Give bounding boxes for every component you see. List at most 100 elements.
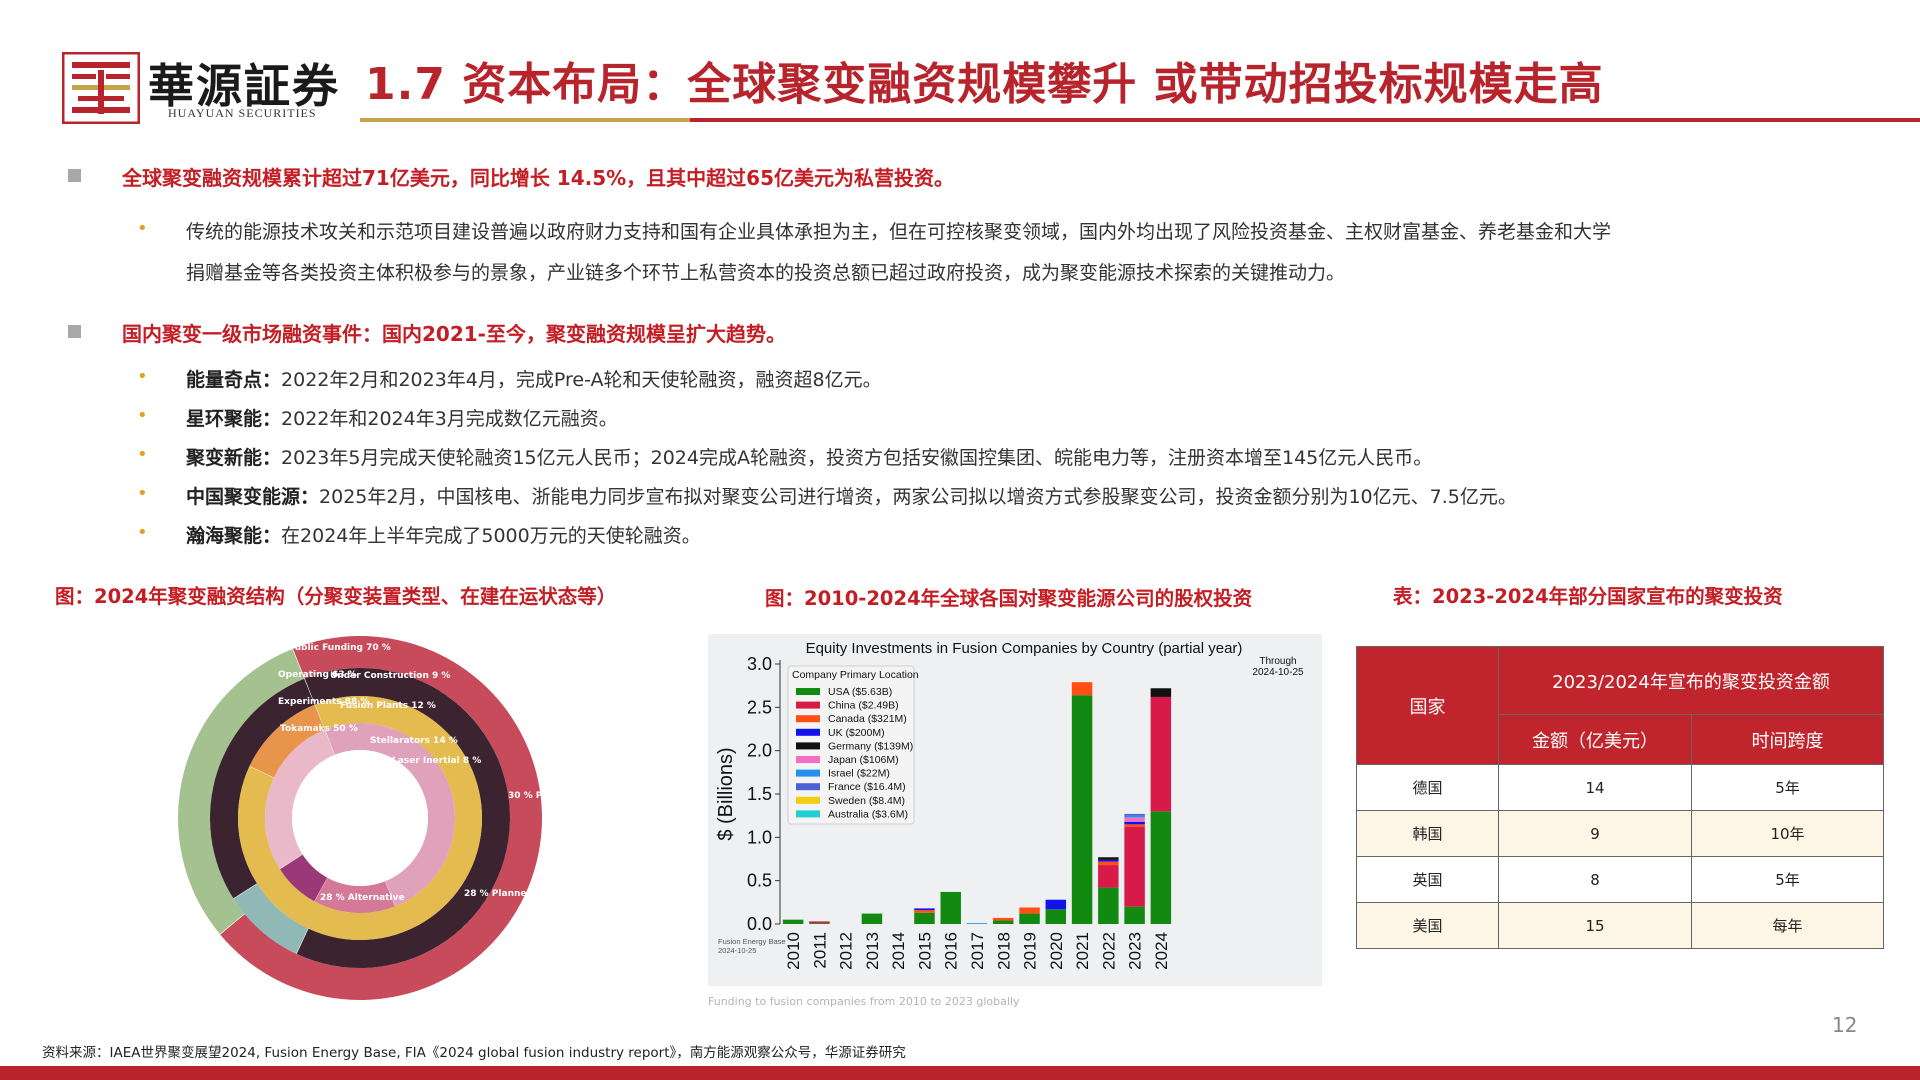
donut-label: Under Construction 9 % <box>330 671 450 681</box>
table-cell-amount: 9 <box>1498 810 1692 857</box>
bar-segment <box>861 913 883 924</box>
section1-paragraph-line2: 捐赠基金等各类投资主体积极参与的景象，产业链多个环节上私营资本的投资总额已超过政… <box>186 262 1346 284</box>
table-cell-country: 德国 <box>1356 764 1499 811</box>
y-tick-label: 0.5 <box>747 871 772 891</box>
y-tick-label: 3.0 <box>747 654 772 674</box>
bar-segment <box>1019 907 1040 914</box>
x-tick-label: 2022 <box>1099 932 1118 970</box>
table-cell-amount: 15 <box>1498 902 1692 949</box>
fusion-investment-table: 国家 2023/2024年宣布的聚变投资金额 金额（亿美元） 时间跨度 德国 1… <box>1356 646 1884 949</box>
donut-slice-stellarators <box>314 877 395 913</box>
table-cell-span: 每年 <box>1691 902 1884 949</box>
x-tick-label: 2014 <box>889 932 908 970</box>
x-tick-label: 2012 <box>837 932 856 970</box>
legend-label: UK ($200M) <box>828 727 885 739</box>
bar-segment <box>1124 813 1145 816</box>
table-header-span: 时间跨度 <box>1691 714 1884 765</box>
bar-segment <box>1124 906 1145 924</box>
legend-swatch <box>796 810 820 818</box>
bar-segment <box>1071 695 1093 924</box>
legend-label: China ($2.49B) <box>828 700 899 712</box>
table-row: 韩国 9 10年 <box>1356 810 1884 857</box>
page-title: 1.7 资本布局：全球聚变融资规模攀升 或带动招投标规模走高 <box>365 59 1604 110</box>
legend-label: Australia ($3.6M) <box>828 808 908 820</box>
legend-label: Israel ($22M) <box>828 768 890 780</box>
x-tick-label: 2018 <box>994 932 1013 970</box>
list-item: 聚变新能：2023年5月完成天使轮融资15亿元人民币；2024完成A轮融资，投资… <box>186 443 1432 470</box>
company-name: 瀚海聚能： <box>186 525 282 547</box>
bar-segment <box>1124 817 1145 822</box>
bar-chart-annotation: Through <box>1259 656 1296 667</box>
bullet-dot: • <box>137 366 148 387</box>
y-tick-label: 1.0 <box>747 827 772 847</box>
bar-segment <box>993 917 1014 921</box>
bar-segment <box>1045 899 1067 910</box>
donut-slice-tokamaks <box>325 723 455 907</box>
company-detail: 在2024年上半年完成了5000万元的天使轮融资。 <box>281 525 701 547</box>
bar-segment <box>966 923 988 924</box>
bar-chart-source-note: Fusion Energy Base <box>718 937 786 946</box>
company-name: 中国聚变能源： <box>186 486 320 508</box>
x-tick-label: 2020 <box>1047 932 1066 970</box>
section1-heading: 全球聚变融资规模累计超过71亿美元，同比增长 14.5%，且其中超过65亿美元为… <box>122 166 955 190</box>
bar-segment <box>809 923 830 924</box>
list-item: 中国聚变能源：2025年2月，中国核电、浙能电力同步宣布拟对聚变公司进行增资，两… <box>186 482 1517 509</box>
y-tick-label: 2.0 <box>747 741 772 761</box>
legend-label: Sweden ($8.4M) <box>828 795 905 807</box>
bar-chart-annotation: 2024-10-25 <box>1252 667 1304 678</box>
table-row: 德国 14 5年 <box>1356 764 1884 811</box>
bar-segment <box>914 908 935 911</box>
table-cell-country: 美国 <box>1356 902 1499 949</box>
company-name: 能量奇点： <box>186 369 282 391</box>
company-name: 星环聚能： <box>186 408 282 430</box>
legend-label: USA ($5.63B) <box>828 686 892 698</box>
donut-slice-planned <box>209 678 315 899</box>
y-tick-label: 0.0 <box>747 914 772 934</box>
table-cell-span: 10年 <box>1691 810 1884 857</box>
bar-segment <box>1124 821 1145 825</box>
bar-segment <box>914 910 935 913</box>
bar-segment <box>1071 682 1093 696</box>
donut-slice-fusion-plants <box>249 704 325 778</box>
table-header-amount: 金额（亿美元） <box>1498 714 1692 765</box>
x-tick-label: 2016 <box>942 932 961 970</box>
donut-label: Tokamaks 50 % <box>280 724 358 734</box>
donut-center <box>292 750 428 886</box>
legend-label: France ($16.4M) <box>828 781 906 793</box>
y-tick-label: 2.5 <box>747 697 772 717</box>
bullet-dot: • <box>137 522 148 543</box>
table-cell-amount: 8 <box>1498 856 1692 903</box>
bar-segment <box>1150 811 1172 924</box>
bar-segment <box>1124 824 1145 827</box>
bar-chart-title: Equity Investments in Fusion Companies b… <box>806 640 1243 657</box>
section1-paragraph-line1: 传统的能源技术攻关和示范项目建设普遍以政府财力支持和国有企业具体承担为主，但在可… <box>186 221 1612 243</box>
bar-segment <box>993 920 1014 924</box>
bar-segment <box>1124 815 1145 818</box>
donut-label: Fusion Plants 12 % <box>340 701 436 711</box>
list-item: 瀚海聚能：在2024年上半年完成了5000万元的天使轮融资。 <box>186 521 701 548</box>
legend-swatch <box>796 742 820 750</box>
bar-segment <box>1150 688 1172 697</box>
bar-segment <box>1098 861 1119 866</box>
bar-segment <box>1124 826 1145 907</box>
legend-swatch <box>796 688 820 695</box>
list-item: 星环聚能：2022年和2024年3月完成数亿元融资。 <box>186 404 618 431</box>
legend-swatch <box>796 701 820 709</box>
bullet-dot: • <box>137 444 148 465</box>
bar-segment <box>1045 909 1067 924</box>
table-cell-span: 5年 <box>1691 856 1884 903</box>
donut-label: 30 % Private Funding <box>508 791 550 801</box>
donut-label: Operating 63 % <box>278 670 357 680</box>
x-tick-label: 2010 <box>784 932 803 970</box>
bullet-dot: • <box>137 218 148 239</box>
table-row: 美国 15 每年 <box>1356 902 1884 949</box>
bar-segment <box>1098 865 1119 888</box>
table-cell-country: 韩国 <box>1356 810 1499 857</box>
bullet-square <box>68 325 81 338</box>
figure2-title: 图：2010-2024年全球各国对聚变能源公司的股权投资 <box>765 587 1253 610</box>
donut-label: Public Funding 70 % <box>288 643 391 653</box>
brand-name-cn: 華源証券 <box>148 59 340 113</box>
donut-label: Stellarators 14 % <box>370 736 458 746</box>
donut-slice-alternative <box>265 729 335 869</box>
bullet-dot: • <box>137 483 148 504</box>
